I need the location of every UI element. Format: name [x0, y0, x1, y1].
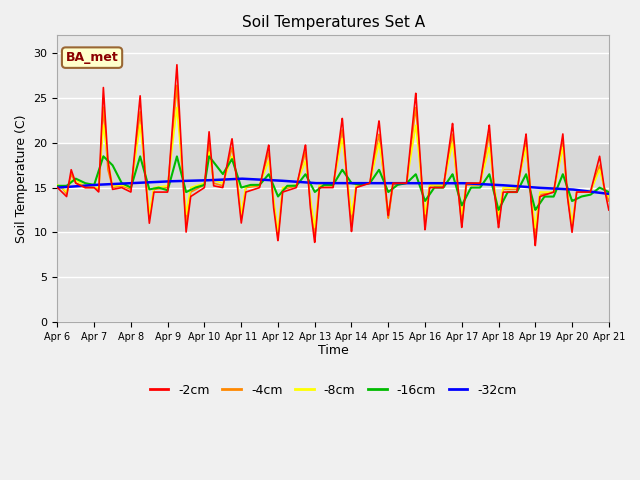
Text: BA_met: BA_met — [66, 51, 118, 64]
-8cm — [605, 194, 612, 200]
-4cm — [289, 184, 297, 190]
-32cm — [149, 179, 157, 185]
-2cm — [265, 145, 273, 151]
-8cm — [265, 160, 273, 166]
-16cm — [289, 183, 297, 189]
-4cm — [54, 183, 61, 189]
-16cm — [595, 186, 602, 192]
-4cm — [535, 201, 543, 206]
-2cm — [535, 204, 543, 210]
-32cm — [605, 191, 612, 197]
-16cm — [116, 178, 124, 183]
-16cm — [100, 154, 108, 159]
-8cm — [149, 190, 157, 196]
-2cm — [116, 185, 124, 191]
-16cm — [54, 183, 61, 189]
Line: -8cm: -8cm — [58, 108, 609, 232]
-4cm — [531, 234, 539, 240]
-32cm — [595, 190, 602, 195]
Legend: -2cm, -4cm, -8cm, -16cm, -32cm: -2cm, -4cm, -8cm, -16cm, -32cm — [145, 379, 522, 402]
-2cm — [531, 243, 539, 249]
-4cm — [605, 198, 612, 204]
-2cm — [54, 185, 61, 191]
-8cm — [54, 182, 61, 188]
-4cm — [265, 152, 273, 157]
Line: -2cm: -2cm — [58, 65, 609, 246]
-2cm — [605, 207, 612, 213]
-2cm — [173, 62, 180, 68]
-4cm — [173, 83, 180, 88]
Title: Soil Temperatures Set A: Soil Temperatures Set A — [241, 15, 425, 30]
-16cm — [605, 189, 612, 195]
-8cm — [535, 196, 543, 202]
-32cm — [535, 185, 543, 191]
-8cm — [116, 182, 124, 188]
-4cm — [116, 183, 124, 189]
-2cm — [595, 158, 602, 164]
-2cm — [289, 186, 297, 192]
-16cm — [265, 172, 273, 178]
-32cm — [116, 181, 124, 187]
-32cm — [289, 179, 297, 184]
-2cm — [149, 195, 157, 201]
-32cm — [265, 177, 273, 183]
Line: -32cm: -32cm — [58, 179, 609, 194]
-8cm — [173, 105, 180, 110]
-32cm — [54, 185, 61, 191]
X-axis label: Time: Time — [317, 345, 349, 358]
Y-axis label: Soil Temperature (C): Soil Temperature (C) — [15, 114, 28, 243]
-8cm — [595, 170, 602, 176]
-16cm — [149, 186, 157, 192]
-16cm — [535, 202, 543, 207]
-4cm — [149, 192, 157, 198]
Bar — [58, 143, 609, 232]
Line: -4cm: -4cm — [58, 85, 609, 237]
-4cm — [595, 166, 602, 172]
-8cm — [289, 183, 297, 189]
-8cm — [274, 229, 282, 235]
-32cm — [237, 176, 245, 181]
Line: -16cm: -16cm — [58, 156, 609, 210]
-16cm — [531, 207, 539, 213]
